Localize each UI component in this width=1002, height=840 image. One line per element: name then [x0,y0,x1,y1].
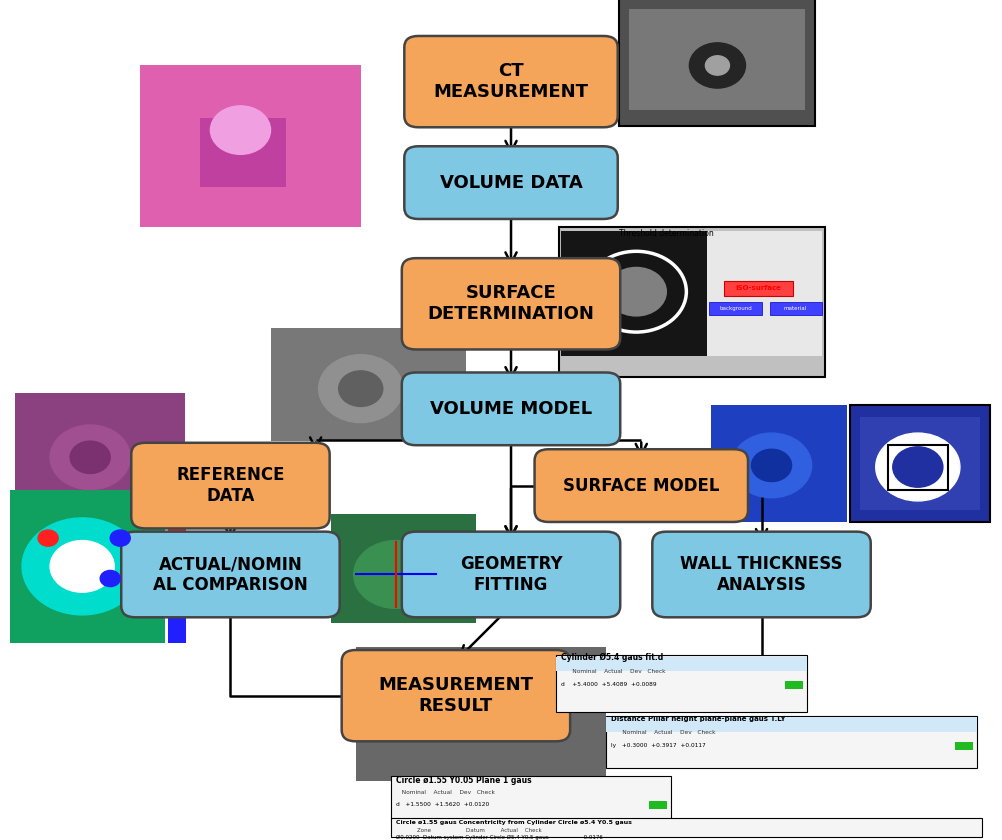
FancyBboxPatch shape [535,449,747,522]
Circle shape [210,106,271,155]
Bar [556,655,807,711]
Bar [200,118,286,186]
Circle shape [731,433,812,498]
Bar [559,227,825,376]
Bar [860,417,980,510]
Text: material: material [784,306,808,311]
Text: ISO-surface: ISO-surface [735,286,782,291]
Text: Distance Pillar height plane-plane gaus T.LY: Distance Pillar height plane-plane gaus … [611,716,786,722]
Bar [10,490,165,643]
Bar [168,597,186,643]
Circle shape [752,449,792,481]
Text: Ø0.0200  Datum system Cylinder Circle Ø5.4 Y0.5 gaus                    0.0176: Ø0.0200 Datum system Cylinder Circle Ø5.… [396,836,602,840]
Bar [888,445,948,490]
Bar [724,281,793,296]
Text: Nominal    Actual    Dev   Check: Nominal Actual Dev Check [561,669,665,674]
Circle shape [22,518,142,615]
FancyBboxPatch shape [404,36,617,128]
Bar [785,681,803,689]
Text: SURFACE
DETERMINATION: SURFACE DETERMINATION [428,285,594,323]
FancyBboxPatch shape [652,532,871,617]
Bar [629,9,805,110]
Text: Cylinder Ø5.4 gaus fit.d: Cylinder Ø5.4 gaus fit.d [561,653,663,662]
Circle shape [319,354,403,423]
Circle shape [689,43,745,88]
FancyBboxPatch shape [121,532,340,617]
Bar [606,716,977,769]
Bar [711,405,847,522]
Text: background: background [719,306,752,311]
Bar [850,405,990,522]
Bar [649,801,667,809]
Circle shape [38,530,58,546]
Bar [619,0,815,126]
Text: Threshold determination: Threshold determination [619,228,714,238]
Circle shape [100,570,120,586]
Text: Circle ø1.55 gaus Concentricity from Cylinder Circle ø5.4 Y0.5 gaus: Circle ø1.55 gaus Concentricity from Cyl… [396,820,631,825]
FancyBboxPatch shape [402,532,620,617]
Bar [955,742,973,750]
Bar [168,490,186,551]
Bar [391,776,671,821]
FancyBboxPatch shape [342,650,570,742]
Text: SURFACE MODEL: SURFACE MODEL [563,476,719,495]
Bar [606,717,977,732]
Text: ACTUAL/NOMIN
AL COMPARISON: ACTUAL/NOMIN AL COMPARISON [153,555,308,594]
Circle shape [876,433,960,501]
Circle shape [50,541,114,592]
Bar [707,231,822,356]
Bar [561,231,707,356]
Text: d   +1.5500  +1.5620  +0.0120: d +1.5500 +1.5620 +0.0120 [396,801,489,806]
Bar [770,302,822,315]
Text: Nominal    Actual    Dev   Check: Nominal Actual Dev Check [611,730,715,735]
Circle shape [110,530,130,546]
Circle shape [354,541,438,608]
FancyBboxPatch shape [402,372,620,445]
Circle shape [705,55,729,75]
Text: REFERENCE
DATA: REFERENCE DATA [176,466,285,505]
Text: VOLUME MODEL: VOLUME MODEL [430,400,592,417]
Bar [556,657,807,671]
FancyBboxPatch shape [404,146,617,219]
Circle shape [70,441,110,474]
Text: VOLUME DATA: VOLUME DATA [440,174,582,192]
Circle shape [339,371,383,407]
Text: CT
MEASUREMENT: CT MEASUREMENT [434,62,588,101]
Circle shape [606,267,666,316]
Bar [391,818,982,837]
Text: Nominal    Actual    Dev   Check: Nominal Actual Dev Check [396,790,495,795]
Bar [15,392,185,518]
Text: d    +5.4000  +5.4089  +0.0089: d +5.4000 +5.4089 +0.0089 [561,682,656,687]
Text: GEOMETRY
FITTING: GEOMETRY FITTING [460,555,562,594]
Bar [168,551,186,597]
Bar [271,328,466,441]
Bar [709,302,762,315]
Text: WALL THICKNESS
ANALYSIS: WALL THICKNESS ANALYSIS [680,555,843,594]
FancyBboxPatch shape [402,258,620,349]
Text: ly   +0.3000  +0.3917  +0.0117: ly +0.3000 +0.3917 +0.0117 [611,743,706,748]
Circle shape [893,447,943,487]
Bar [331,514,476,623]
Text: MEASUREMENT
RESULT: MEASUREMENT RESULT [379,676,533,715]
Circle shape [50,425,130,490]
FancyBboxPatch shape [131,443,330,528]
Bar [356,647,606,780]
Text: Circle ø1.55 Y0.05 Plane 1 gaus: Circle ø1.55 Y0.05 Plane 1 gaus [396,776,531,785]
Text: Zone                    Datum         Actual    Check: Zone Datum Actual Check [396,828,541,833]
Bar [140,66,361,227]
